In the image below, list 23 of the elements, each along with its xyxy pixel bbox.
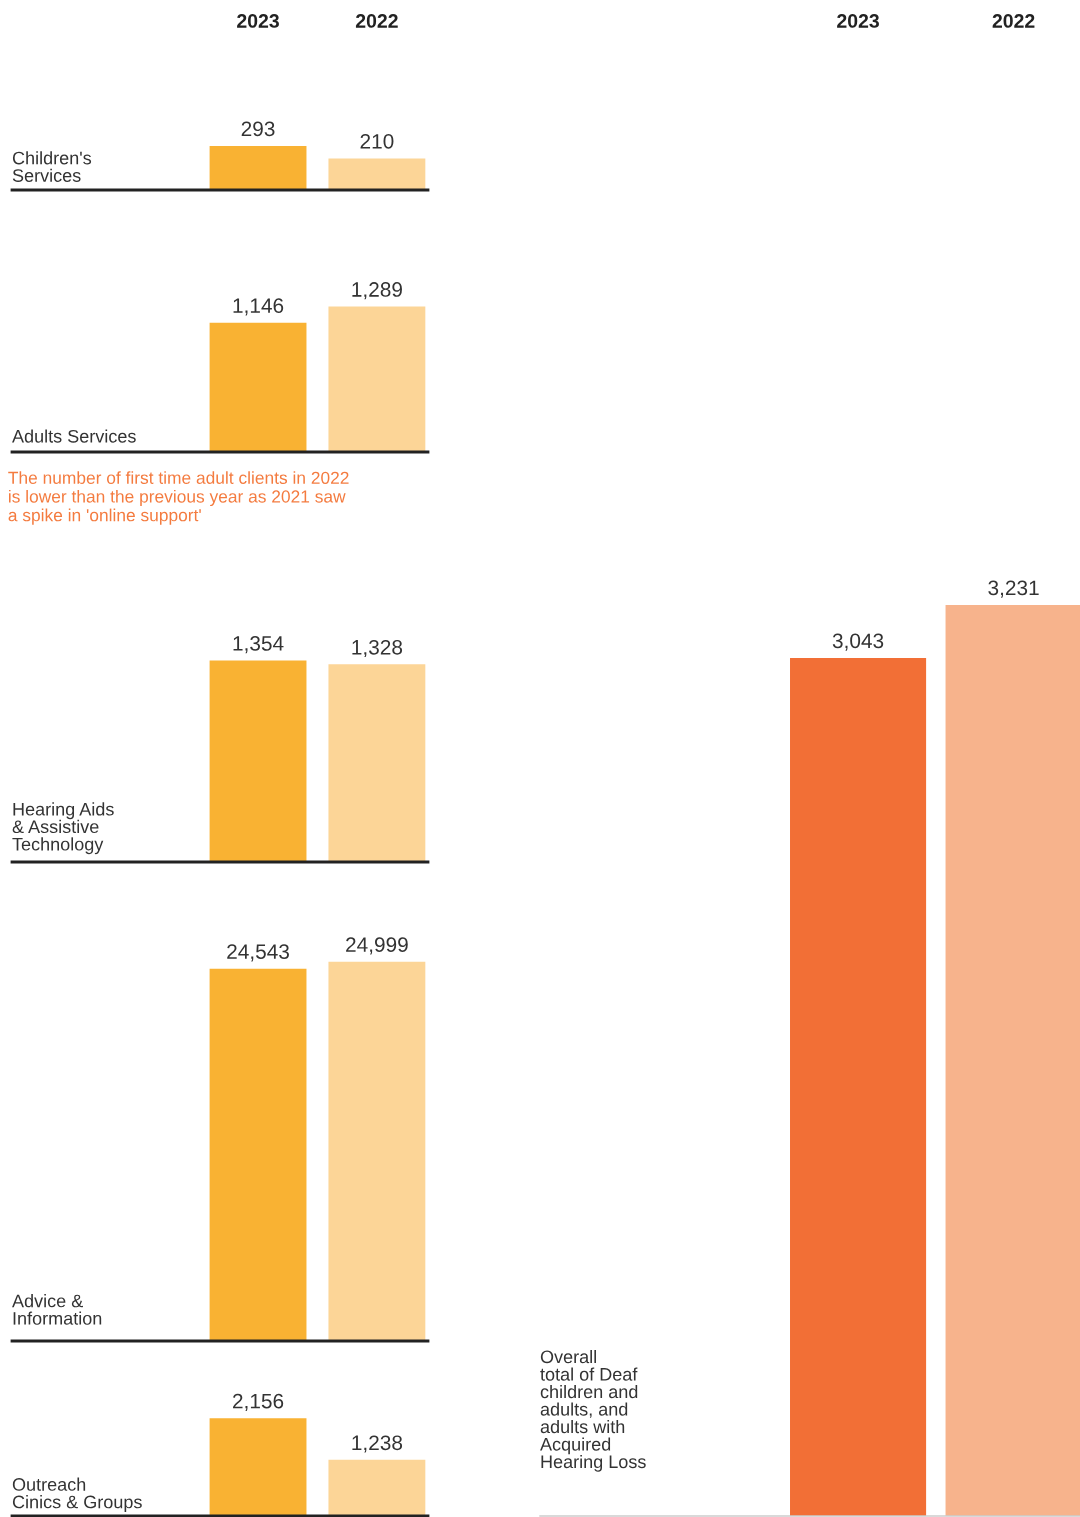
data-label: 1,354 — [233, 636, 284, 654]
data-label: 1,146 — [233, 298, 284, 316]
y-axis-title: Hearing Aids & Assistive Technology — [12, 802, 114, 855]
data-label: 24,999 — [346, 937, 408, 955]
data-label: 293 — [241, 121, 275, 137]
x-tick-label: 2023 — [237, 14, 279, 28]
data-label: 2,156 — [233, 1393, 284, 1411]
data-label: 210 — [360, 133, 394, 149]
data-label: 1,289 — [352, 282, 402, 300]
x-tick-label: 2022 — [992, 14, 1035, 28]
y-axis-title: Adults Services — [12, 429, 136, 443]
y-axis-title: Overall total of Deaf children and adults, and adults with Acquired Hearing Loss — [540, 1349, 646, 1472]
data-label: 24,543 — [227, 944, 289, 962]
data-label: 1,328 — [352, 639, 403, 658]
x-tick-label: 2023 — [837, 14, 879, 28]
data-label: 3,231 — [988, 580, 1039, 598]
data-label: 3,043 — [832, 633, 884, 651]
data-label: 1,238 — [352, 1435, 403, 1453]
y-axis-title: Outreach Cinics & Groups — [12, 1477, 142, 1512]
y-axis-title: Children's Services — [12, 151, 92, 182]
y-axis-title: Advice & Information — [12, 1294, 102, 1325]
text: The number of first time adult clients in 2022 is lower than the previous year as 2021 saw a spike in 'online support' — [8, 471, 349, 525]
x-tick-label: 2022 — [355, 14, 398, 28]
